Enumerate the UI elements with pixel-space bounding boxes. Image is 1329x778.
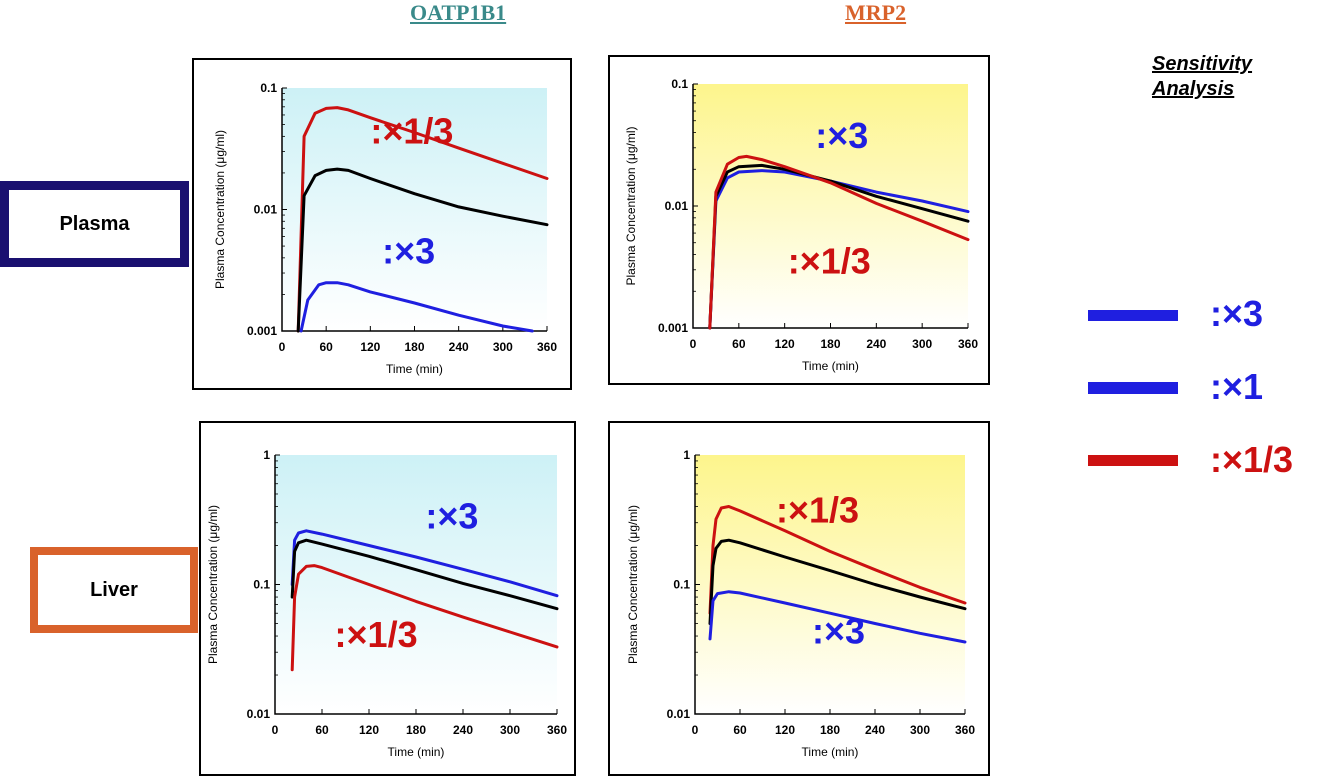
x-tick-label: 240 bbox=[453, 723, 473, 737]
x-tick-label: 0 bbox=[690, 337, 697, 351]
annotation-blue: :×3 bbox=[812, 611, 865, 652]
x-tick-label: 180 bbox=[406, 723, 426, 737]
series-line-red bbox=[290, 564, 559, 672]
x-tick-label: 60 bbox=[319, 340, 333, 354]
x-axis-label: Time (min) bbox=[802, 359, 859, 373]
y-tick-label: 0.001 bbox=[247, 324, 277, 338]
x-tick-label: 0 bbox=[692, 723, 699, 737]
x-tick-label: 300 bbox=[500, 723, 520, 737]
column-title-oatp1b1: OATP1B1 bbox=[410, 0, 507, 25]
series-line-red bbox=[296, 106, 549, 333]
row-label-plasma-text: Plasma bbox=[59, 212, 130, 235]
legend-line-x3 bbox=[1088, 310, 1178, 321]
sensitivity-analysis-title: Sensitivity Analysis bbox=[1152, 52, 1252, 102]
series-line-black bbox=[708, 538, 967, 625]
column-title-mrp2: MRP2 bbox=[845, 0, 907, 25]
series-line-black bbox=[290, 538, 559, 611]
sensitivity-title-line1: Sensitivity bbox=[1152, 53, 1253, 75]
x-tick-label: 180 bbox=[820, 337, 840, 351]
x-axis-label: Time (min) bbox=[388, 745, 445, 759]
x-tick-label: 180 bbox=[820, 723, 840, 737]
series-line-black bbox=[296, 167, 549, 333]
y-axis-label: Plasma Concentration (μg/ml) bbox=[206, 505, 220, 664]
y-tick-label: 0.01 bbox=[254, 203, 278, 217]
x-tick-label: 300 bbox=[912, 337, 932, 351]
x-tick-label: 120 bbox=[359, 723, 379, 737]
chart-svg-p3: 0.01 0.1 1 0 60 120 180 240 300 360 Time (min) Plas… bbox=[206, 448, 567, 759]
x-tick-label: 120 bbox=[360, 340, 380, 354]
x-tick-label: 300 bbox=[493, 340, 513, 354]
chart-liver-mrp2: 0.01 0.1 1 0 60 120 180 240 300 360 Time (min) Plas… bbox=[608, 421, 990, 776]
x-tick-label: 0 bbox=[272, 723, 279, 737]
legend-line-x1 bbox=[1088, 382, 1178, 394]
x-tick-label: 360 bbox=[537, 340, 557, 354]
series-line-blue bbox=[290, 529, 559, 598]
series-line-black bbox=[708, 163, 970, 330]
annotation-blue: :×3 bbox=[815, 115, 868, 156]
x-tick-label: 240 bbox=[865, 723, 885, 737]
annotation-red: :×1/3 bbox=[370, 110, 453, 151]
series-line-red bbox=[708, 154, 970, 330]
y-tick-label: 1 bbox=[263, 448, 270, 462]
plot-area-background bbox=[695, 455, 965, 714]
y-tick-label: 0.001 bbox=[658, 321, 688, 335]
chart-svg-p1: 0.001 0.01 0.1 0 60 120 180 240 300 360 Time (min)… bbox=[213, 81, 557, 376]
row-label-plasma: Plasma bbox=[0, 181, 189, 267]
x-axis-label: Time (min) bbox=[802, 745, 859, 759]
annotation-red: :×1/3 bbox=[335, 614, 418, 655]
x-tick-label: 120 bbox=[775, 337, 795, 351]
x-tick-label: 360 bbox=[955, 723, 975, 737]
y-tick-label: 0.1 bbox=[671, 77, 688, 91]
x-tick-label: 360 bbox=[547, 723, 567, 737]
series-line-blue bbox=[708, 590, 967, 644]
chart-plasma-mrp2: 0.001 0.01 0.1 0 60 120 180 240 300 360 Time (min)… bbox=[608, 55, 990, 385]
plot-area-background bbox=[693, 84, 968, 328]
x-tick-label: 180 bbox=[404, 340, 424, 354]
annotation-red: :×1/3 bbox=[788, 240, 871, 281]
series-line-blue bbox=[299, 281, 534, 333]
y-tick-label: 0.01 bbox=[667, 707, 691, 721]
chart-liver-oatp1b1: 0.01 0.1 1 0 60 120 180 240 300 360 Time (min) Plas… bbox=[199, 421, 576, 776]
x-tick-label: 60 bbox=[732, 337, 746, 351]
x-tick-label: 60 bbox=[315, 723, 329, 737]
x-tick-label: 300 bbox=[910, 723, 930, 737]
series-line-blue bbox=[708, 169, 970, 330]
row-label-liver-text: Liver bbox=[90, 578, 138, 601]
y-tick-label: 0.1 bbox=[253, 578, 270, 592]
x-tick-label: 360 bbox=[958, 337, 978, 351]
x-tick-label: 0 bbox=[279, 340, 286, 354]
y-tick-label: 1 bbox=[683, 448, 690, 462]
x-tick-label: 240 bbox=[449, 340, 469, 354]
y-tick-label: 0.1 bbox=[260, 81, 277, 95]
legend-line-x1-3 bbox=[1088, 455, 1178, 466]
y-tick-label: 0.1 bbox=[673, 578, 690, 592]
x-tick-label: 60 bbox=[733, 723, 747, 737]
x-axis-label: Time (min) bbox=[386, 362, 443, 376]
chart-svg-p2: 0.001 0.01 0.1 0 60 120 180 240 300 360 Time (min)… bbox=[624, 77, 978, 373]
plot-area-background bbox=[275, 455, 557, 714]
legend-label-x1: :×1 bbox=[1210, 366, 1264, 407]
series-line-red bbox=[708, 505, 967, 615]
y-axis-label: Plasma Concentration (μg/ml) bbox=[213, 130, 227, 289]
y-axis-label: Plasma Concentration (μg/ml) bbox=[624, 127, 638, 286]
plot-area-background bbox=[282, 88, 547, 331]
annotation-blue: :×3 bbox=[382, 230, 435, 271]
legend-label-x1-3: :×1/3 bbox=[1210, 439, 1294, 480]
y-tick-label: 0.01 bbox=[247, 707, 271, 721]
y-axis-label: Plasma Concentration (μg/ml) bbox=[626, 505, 640, 664]
x-tick-label: 240 bbox=[866, 337, 886, 351]
legend-label-x3: :×3 bbox=[1210, 293, 1264, 334]
row-label-liver: Liver bbox=[30, 547, 198, 633]
annotation-blue: :×3 bbox=[425, 496, 478, 537]
chart-svg-p4: 0.01 0.1 1 0 60 120 180 240 300 360 Time (min) Plas… bbox=[626, 448, 975, 759]
sensitivity-title-line2: Analysis bbox=[1152, 78, 1235, 100]
y-tick-label: 0.01 bbox=[665, 199, 689, 213]
annotation-red: :×1/3 bbox=[776, 490, 859, 531]
chart-plasma-oatp1b1: 0.001 0.01 0.1 0 60 120 180 240 300 360 Time (min)… bbox=[192, 58, 572, 390]
x-tick-label: 120 bbox=[775, 723, 795, 737]
